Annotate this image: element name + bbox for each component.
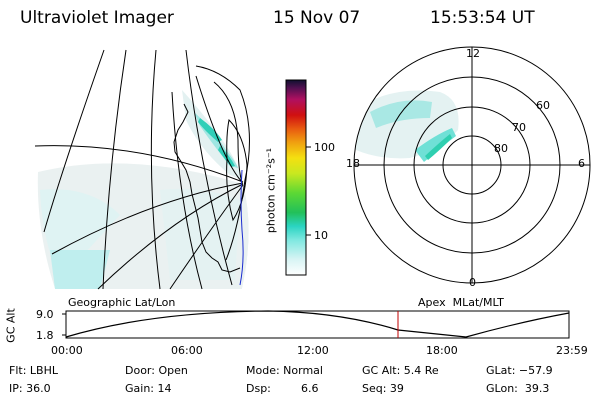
orbit-xtick-0000: 00:00 bbox=[51, 344, 83, 357]
map-meridians bbox=[43, 49, 243, 290]
orbit-plot bbox=[62, 310, 570, 339]
instrument-title: Ultraviolet Imager bbox=[20, 8, 174, 28]
status-glat: GLat: −57.9 bbox=[486, 364, 553, 377]
mlt-label-0: 0 bbox=[469, 276, 476, 289]
lat-label-80: 80 bbox=[494, 142, 508, 155]
colorbar-unit-label: photon cm⁻²s⁻¹ bbox=[264, 147, 278, 234]
footprint-track bbox=[239, 169, 244, 286]
status-dsp-label: Dsp: bbox=[246, 382, 271, 395]
polar-emission bbox=[355, 90, 459, 162]
coastline bbox=[173, 103, 241, 273]
orbit-ylabel: GC Alt bbox=[4, 308, 18, 343]
oval-outline bbox=[226, 118, 248, 222]
orbit-xtick-1800: 18:00 bbox=[426, 344, 458, 357]
orbit-xtick-1200: 12:00 bbox=[297, 344, 329, 357]
status-gc-alt: GC Alt: 5.4 Re bbox=[362, 364, 439, 377]
date-label: 15 Nov 07 bbox=[273, 8, 361, 28]
limb-curve bbox=[195, 65, 250, 261]
orbit-ytick-9: 9.0 bbox=[36, 308, 54, 321]
apex-label: Apex MLat/MLT bbox=[418, 296, 504, 309]
status-door: Door: Open bbox=[125, 364, 188, 377]
lat-label-70: 70 bbox=[512, 121, 526, 134]
colorbar-tick-100: 100 bbox=[314, 141, 335, 154]
map-parallels bbox=[34, 145, 244, 290]
mlt-label-18: 18 bbox=[346, 157, 360, 170]
altitude-curve bbox=[65, 310, 570, 338]
orbit-xtick-2359: 23:59 bbox=[556, 344, 588, 357]
status-filter: Flt: LBHL bbox=[9, 364, 58, 377]
status-glon: GLon: 39.3 bbox=[486, 382, 550, 395]
status-ip: IP: 36.0 bbox=[9, 382, 51, 395]
map-emission bbox=[37, 163, 249, 289]
colorbar-tick-10: 10 bbox=[314, 229, 328, 242]
orbit-ytick-1-8: 1.8 bbox=[36, 329, 54, 342]
colorbar bbox=[285, 79, 311, 276]
mlt-label-12: 12 bbox=[466, 47, 480, 60]
polar-plot bbox=[353, 46, 591, 284]
status-gain: Gain: 14 bbox=[125, 382, 172, 395]
geographic-map bbox=[34, 49, 250, 290]
status-dsp-value: 6.6 bbox=[301, 382, 319, 395]
status-seq: Seq: 39 bbox=[362, 382, 404, 395]
mlt-label-6: 6 bbox=[578, 157, 585, 170]
orbit-xtick-0600: 06:00 bbox=[171, 344, 203, 357]
time-label: 15:53:54 UT bbox=[430, 8, 535, 28]
geographic-label: Geographic Lat/Lon bbox=[68, 296, 176, 309]
status-mode: Mode: Normal bbox=[246, 364, 323, 377]
lat-label-60: 60 bbox=[536, 99, 550, 112]
